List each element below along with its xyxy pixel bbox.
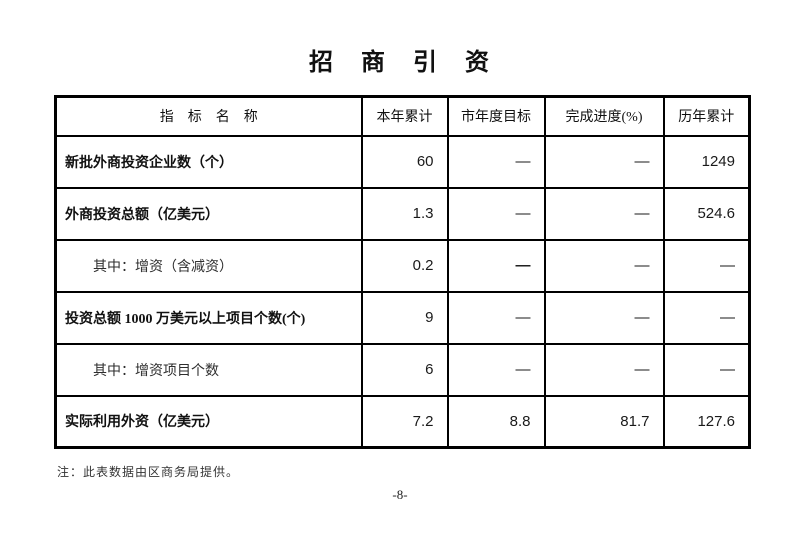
table-row: 外商投资总额（亿美元） 1.3— —524.6 (54, 186, 751, 241)
cell-value: 524.6 (662, 186, 751, 241)
cell-value: 6 (360, 342, 449, 397)
page-number: -8- (392, 487, 408, 502)
column-header: 市年度目标 (446, 95, 546, 137)
cell-value: 7.2 (360, 394, 449, 449)
cell-value: — (543, 238, 665, 293)
cell-value: — (446, 238, 546, 293)
column-header: 指 标 名 称 (54, 95, 363, 137)
cell-value: 0.2 (360, 238, 449, 293)
table-header-row: 指 标 名 称本年累计 市年度目标 完成进度(%) 历年累计 (54, 95, 751, 137)
column-header: 完成进度(%) (543, 95, 665, 137)
cell-value: 81.7 (543, 394, 665, 449)
row-label: 投资总额 1000 万美元以上项目个数(个) (54, 290, 363, 345)
cell-value: 60 (360, 134, 449, 189)
investment-table: 指 标 名 称本年累计 市年度目标 完成进度(%) 历年累计 新批外商投资企业数（个）… (54, 95, 751, 449)
row-label: 外商投资总额（亿美元） (54, 186, 363, 241)
cell-value: — (662, 342, 751, 397)
table-row: 其中：增资项目个数 6— — — (54, 342, 751, 397)
row-label: 新批外商投资企业数（个） (54, 134, 363, 189)
table-body: 新批外商投资企业数（个） 60— —1249 外商投资总额（亿美元） 1.3— —524.… (54, 134, 751, 449)
cell-value: — (662, 238, 751, 293)
cell-value: 1249 (662, 134, 751, 189)
cell-value: 127.6 (662, 394, 751, 449)
column-header: 本年累计 (360, 95, 449, 137)
row-label: 实际利用外资（亿美元） (54, 394, 363, 449)
cell-value: — (543, 290, 665, 345)
table-row: 其中：增资（含减资） 0.2— — — (54, 238, 751, 293)
cell-value: — (446, 134, 546, 189)
page-title: 招 商 引 资 (309, 50, 491, 76)
cell-value: — (446, 290, 546, 345)
cell-value: — (543, 134, 665, 189)
cell-value: — (662, 290, 751, 345)
table-row: 投资总额 1000 万美元以上项目个数(个) 9— — — (54, 290, 751, 345)
cell-value: 1.3 (360, 186, 449, 241)
table-row: 新批外商投资企业数（个） 60— —1249 (54, 134, 751, 189)
cell-value: — (446, 342, 546, 397)
cell-value: — (543, 342, 665, 397)
row-label: 其中：增资（含减资） (54, 238, 363, 293)
cell-value: — (543, 186, 665, 241)
cell-value: 8.8 (446, 394, 546, 449)
cell-value: — (446, 186, 546, 241)
cell-value: 9 (360, 290, 449, 345)
table-row: 实际利用外资（亿美元） 7.2 8.8 81.7 127.6 (54, 394, 751, 449)
column-header: 历年累计 (662, 95, 751, 137)
row-label: 其中：增资项目个数 (54, 342, 363, 397)
table-footnote: 注：此表数据由区商务局提供。 (57, 465, 240, 479)
